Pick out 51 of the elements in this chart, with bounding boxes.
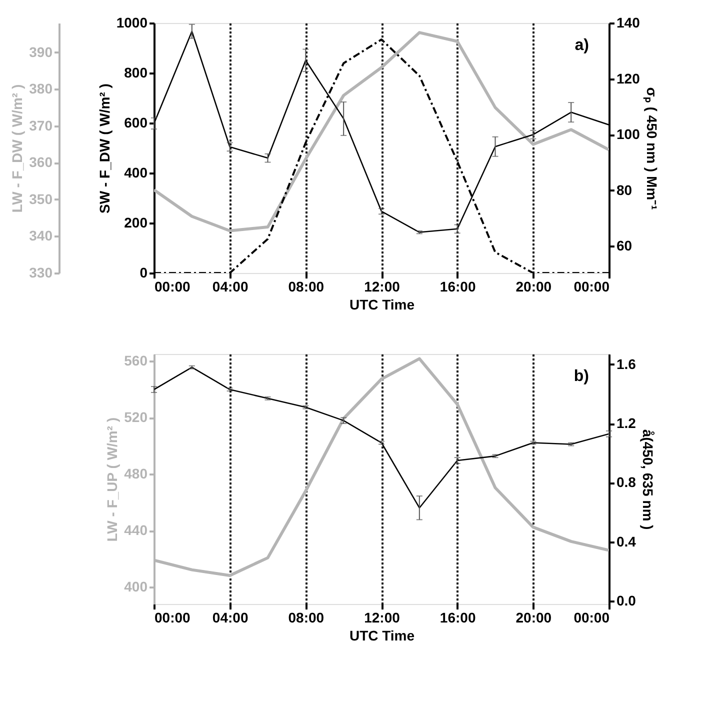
y3-tick-label: 390	[29, 44, 53, 60]
y-tick-label: 400	[124, 578, 148, 595]
x-tick-label: 08:00	[288, 610, 324, 626]
x-tick-label: 08:00	[288, 278, 324, 294]
y2-axis-title: å(450, 635 nm )	[640, 429, 656, 530]
y2-tick-label: 0.4	[616, 533, 636, 550]
x-axis-title: UTC Time	[349, 296, 415, 312]
annotation: a)	[574, 37, 589, 54]
y3-tick-label: 380	[29, 80, 53, 97]
y-tick-label: 400	[124, 164, 148, 180]
x-tick-label: 04:00	[212, 278, 248, 294]
y2-tick-label: 60	[616, 238, 632, 254]
y-tick-label: 200	[124, 214, 148, 230]
y2-tick-label: 1.6	[616, 356, 636, 372]
x-tick-label: 00:00	[154, 278, 191, 294]
y3-tick-label: 330	[29, 264, 53, 280]
y-tick-label: 560	[124, 352, 148, 369]
y3-tick-label: 350	[29, 190, 53, 207]
y2-tick-label: 0.0	[616, 592, 636, 609]
annotation: b)	[574, 368, 589, 385]
x-axis-title: UTC Time	[349, 628, 415, 644]
y3-tick-label: 360	[29, 154, 53, 170]
y-tick-label: 440	[124, 522, 148, 538]
y-tick-label: 600	[124, 114, 148, 130]
y2-tick-label: 100	[616, 126, 640, 142]
y2-tick-label: 1.2	[616, 415, 636, 432]
y2-tick-label: 80	[616, 182, 632, 198]
y-tick-label: 1000	[116, 14, 148, 30]
y3-axis-title: LW - F_DW ( W/m² )	[9, 84, 26, 213]
y-axis-title: LW - F_UP ( W/m² )	[104, 417, 120, 542]
y2-tick-label: 120	[616, 70, 640, 86]
y-tick-label: 0	[140, 264, 148, 280]
y2-axis-title: σₚ ( 450 nm ) Mm⁻¹	[642, 87, 660, 210]
y2-tick-label: 140	[616, 14, 640, 30]
x-tick-label: 00:00	[574, 278, 610, 294]
x-tick-label: 20:00	[516, 278, 552, 294]
x-tick-label: 12:00	[364, 610, 400, 626]
y3-tick-label: 340	[29, 228, 53, 244]
x-tick-label: 16:00	[440, 278, 476, 294]
y-tick-label: 520	[124, 409, 148, 426]
y3-tick-label: 370	[29, 117, 53, 134]
x-tick-label: 00:00	[154, 610, 191, 626]
y-axis-title: SW - F_DW ( W/m² )	[96, 84, 112, 214]
x-tick-label: 20:00	[516, 610, 552, 626]
y2-tick-label: 0.8	[616, 474, 636, 490]
x-tick-label: 16:00	[440, 610, 476, 626]
y-tick-label: 480	[124, 466, 148, 482]
y-tick-label: 800	[124, 64, 148, 80]
x-tick-label: 04:00	[212, 610, 248, 626]
x-tick-label: 12:00	[364, 278, 400, 294]
x-tick-label: 00:00	[574, 610, 610, 626]
